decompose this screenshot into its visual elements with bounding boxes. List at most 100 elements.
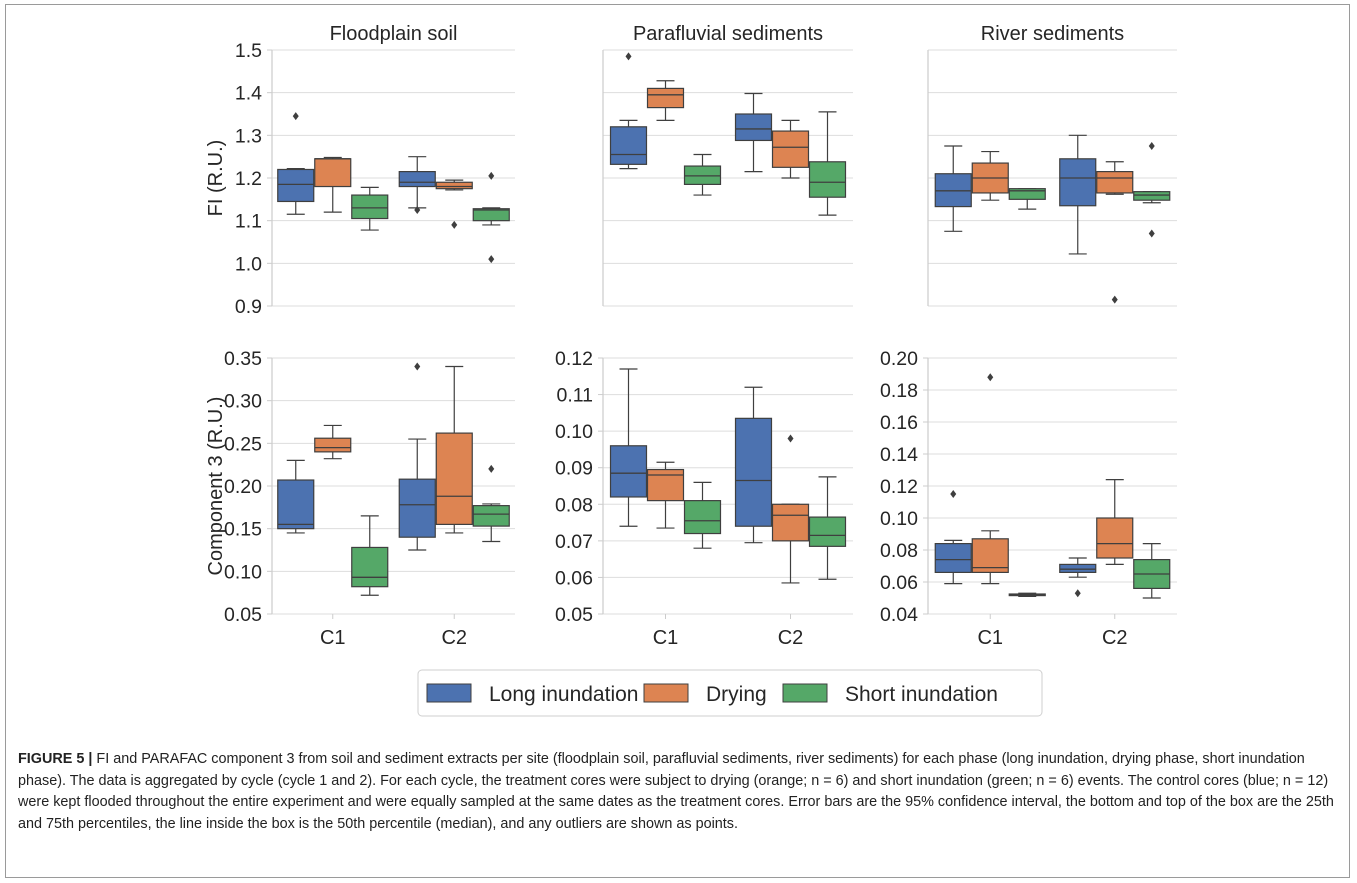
box-body <box>971 538 1009 573</box>
box-body <box>472 505 510 527</box>
box-short-inundation-1 <box>683 481 722 549</box>
x-tick-label: C1 <box>977 627 1003 649</box>
panel-title: River sediments <box>981 23 1124 45</box>
box-short-inundation-2 <box>472 171 510 264</box>
box-body <box>771 130 810 168</box>
x-tick-label: C2 <box>778 627 804 649</box>
y-tick-label: 1.0 <box>235 253 262 275</box>
box-drying-2 <box>771 119 810 179</box>
caption-label: FIGURE 5 | <box>18 751 93 767</box>
box-short-inundation-1 <box>351 186 389 231</box>
y-tick-label: 1.3 <box>235 125 262 147</box>
box-drying-1 <box>646 461 685 529</box>
legend-label: Drying <box>706 683 767 706</box>
panel-1: 0.9 1.0 1.1 1.2 1.3 1.4 1.5 Floodplain soil FI (… <box>205 23 515 318</box>
box-body <box>1059 563 1097 574</box>
outlier-point <box>488 464 495 473</box>
box-short-inundation-1 <box>351 515 389 596</box>
figure-chart: 0.9 1.0 1.1 1.2 1.3 1.4 1.5 Floodplain soil FI (… <box>205 23 1177 717</box>
box-drying-2 <box>771 434 810 584</box>
box-body <box>1096 171 1134 194</box>
box-body <box>277 479 315 530</box>
box-long-inundation-2 <box>734 92 773 173</box>
y-axis-label: Component 3 (R.U.) <box>205 397 227 576</box>
y-tick-label: 0.14 <box>880 444 918 466</box>
box-body <box>771 503 810 542</box>
box-drying-1 <box>971 150 1009 201</box>
box-long-inundation-1 <box>934 490 972 585</box>
legend-item-long-inundation: Long inundation <box>426 683 638 706</box>
legend-box <box>417 669 1043 717</box>
panel-4: 0.05 0.10 0.15 0.20 0.25 0.30 0.35 Component 3 … <box>205 348 515 649</box>
y-tick-label: 0.06 <box>555 567 593 589</box>
y-tick-label: 0.08 <box>880 540 918 562</box>
box-short-inundation-1 <box>1008 592 1046 598</box>
outlier-point <box>1111 295 1118 304</box>
box-short-inundation-1 <box>683 153 722 196</box>
box-long-inundation-2 <box>1059 134 1097 255</box>
box-body <box>435 432 473 525</box>
box-long-inundation-2 <box>1059 557 1097 598</box>
y-tick-label: 0.12 <box>880 476 918 498</box>
panel-title: Floodplain soil <box>330 23 458 45</box>
box-body <box>472 208 510 222</box>
legend-swatch <box>426 683 472 703</box>
outlier-point <box>451 220 458 229</box>
box-long-inundation-1 <box>277 459 315 534</box>
box-body <box>1096 517 1134 559</box>
box-body <box>609 445 648 498</box>
y-tick-label: 0.10 <box>555 421 593 443</box>
outlier-point <box>787 434 794 443</box>
box-body <box>398 478 436 538</box>
box-body <box>314 158 352 188</box>
y-tick-label: 0.25 <box>224 433 262 455</box>
y-tick-label: 0.12 <box>555 348 593 370</box>
box-body <box>683 500 722 535</box>
box-short-inundation-2 <box>1133 142 1171 238</box>
box-drying-1 <box>314 424 352 460</box>
x-tick-label: C1 <box>653 627 679 649</box>
box-drying-1 <box>646 80 685 122</box>
outlier-point <box>950 490 957 498</box>
legend-item-drying: Drying <box>643 683 767 706</box>
y-tick-label: 0.05 <box>555 604 593 626</box>
box-short-inundation-1 <box>1008 188 1046 210</box>
y-tick-label: 1.4 <box>235 83 262 105</box>
box-long-inundation-1 <box>609 368 648 527</box>
box-short-inundation-2 <box>472 464 510 543</box>
box-body <box>277 168 315 203</box>
outlier-point <box>1148 142 1155 150</box>
box-drying-1 <box>314 156 352 213</box>
y-tick-label: 0.09 <box>555 458 593 480</box>
box-body <box>1059 158 1097 207</box>
y-tick-label: 0.07 <box>555 531 593 553</box>
panel-6: 0.04 0.06 0.08 0.10 0.12 0.14 0.16 0.18 0.20 C1 C2 <box>880 348 1177 649</box>
box-body <box>934 542 972 573</box>
box-long-inundation-2 <box>734 386 773 544</box>
panel-3: River sediments <box>927 23 1177 307</box>
y-tick-label: 1.1 <box>235 211 262 233</box>
legend-label: Long inundation <box>489 683 638 706</box>
outlier-point <box>414 206 421 214</box>
box-long-inundation-2 <box>398 362 436 551</box>
x-tick-label: C2 <box>1102 627 1128 649</box>
box-drying-2 <box>1096 479 1134 566</box>
box-body <box>351 546 389 588</box>
caption-text: FI and PARAFAC component 3 from soil and… <box>18 751 1334 832</box>
x-tick-label: C1 <box>320 627 346 649</box>
outlier-point <box>987 373 994 382</box>
y-tick-label: 0.15 <box>224 519 262 541</box>
legend: Long inundation Drying Short inundation <box>417 669 1043 717</box>
box-body <box>398 171 436 188</box>
box-body <box>435 181 473 190</box>
legend-swatch <box>782 683 828 703</box>
y-tick-label: 1.2 <box>235 168 262 190</box>
y-tick-label: 0.04 <box>880 604 918 626</box>
box-long-inundation-2 <box>398 156 436 214</box>
box-body <box>808 516 847 547</box>
box-body <box>609 126 648 165</box>
y-tick-label: 0.16 <box>880 412 918 434</box>
box-drying-1 <box>971 373 1009 585</box>
outlier-point <box>625 52 632 61</box>
y-tick-label: 0.10 <box>224 561 262 583</box>
